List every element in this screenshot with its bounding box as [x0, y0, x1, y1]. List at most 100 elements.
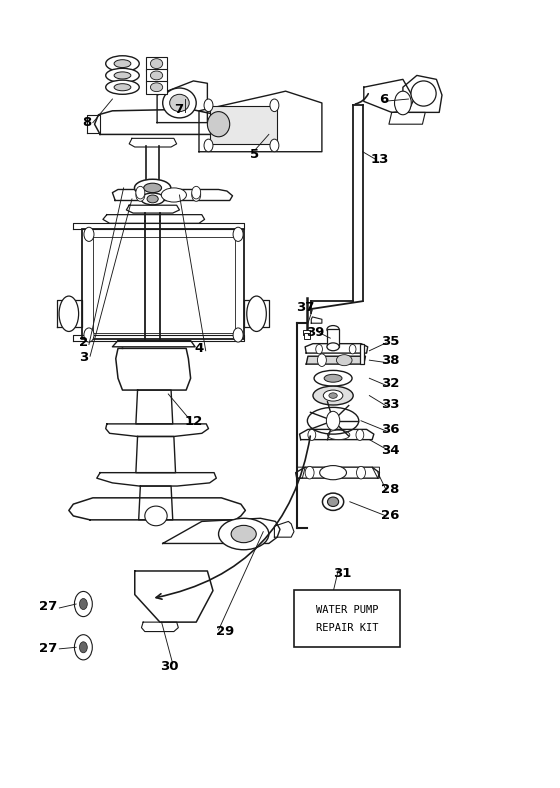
Ellipse shape [114, 60, 131, 68]
Circle shape [349, 344, 356, 354]
Polygon shape [403, 76, 442, 113]
Polygon shape [135, 571, 213, 622]
Polygon shape [129, 139, 176, 147]
Ellipse shape [151, 71, 163, 80]
Polygon shape [274, 522, 294, 537]
Ellipse shape [106, 80, 139, 95]
Ellipse shape [151, 58, 163, 69]
Ellipse shape [231, 526, 256, 543]
Text: 7: 7 [174, 102, 183, 116]
Ellipse shape [141, 193, 165, 205]
Ellipse shape [161, 188, 186, 202]
Circle shape [233, 328, 243, 342]
Text: 34: 34 [381, 444, 400, 457]
Ellipse shape [163, 88, 196, 118]
Circle shape [204, 139, 213, 152]
Bar [82, 229, 244, 339]
Ellipse shape [218, 519, 269, 550]
Polygon shape [87, 115, 100, 133]
Polygon shape [311, 317, 322, 323]
Ellipse shape [134, 179, 171, 196]
Polygon shape [300, 429, 374, 440]
Circle shape [326, 411, 340, 430]
Circle shape [357, 466, 366, 479]
Polygon shape [95, 110, 221, 135]
Ellipse shape [327, 325, 339, 333]
Polygon shape [113, 340, 195, 347]
Circle shape [84, 328, 94, 342]
Text: 32: 32 [381, 377, 400, 390]
Text: 28: 28 [381, 484, 400, 496]
Text: 33: 33 [381, 398, 400, 411]
Polygon shape [199, 91, 322, 152]
Ellipse shape [411, 81, 436, 106]
Polygon shape [297, 467, 305, 478]
Circle shape [84, 227, 94, 241]
Ellipse shape [106, 69, 139, 83]
Ellipse shape [328, 430, 350, 440]
Ellipse shape [314, 370, 352, 386]
Text: 29: 29 [216, 625, 235, 638]
Polygon shape [73, 335, 244, 341]
Polygon shape [142, 622, 178, 631]
Polygon shape [136, 437, 175, 473]
Text: 3: 3 [79, 351, 88, 363]
Ellipse shape [323, 493, 344, 511]
Text: 30: 30 [160, 660, 179, 673]
Polygon shape [139, 486, 172, 520]
Bar [294, 590, 400, 646]
Ellipse shape [313, 386, 353, 405]
Circle shape [318, 354, 326, 366]
Text: 37: 37 [296, 301, 314, 314]
Text: 12: 12 [184, 415, 203, 428]
Ellipse shape [327, 343, 339, 351]
Polygon shape [296, 467, 380, 478]
Text: 13: 13 [370, 153, 389, 166]
Text: 4: 4 [194, 342, 204, 355]
Circle shape [308, 429, 316, 440]
Circle shape [192, 188, 200, 201]
Circle shape [394, 91, 411, 115]
Ellipse shape [323, 390, 343, 401]
Ellipse shape [147, 195, 158, 203]
Polygon shape [113, 189, 232, 200]
Polygon shape [163, 519, 280, 544]
Polygon shape [389, 113, 425, 125]
Ellipse shape [207, 112, 230, 137]
Ellipse shape [328, 497, 339, 507]
Polygon shape [116, 348, 190, 390]
Ellipse shape [151, 83, 163, 91]
Text: 39: 39 [306, 326, 324, 339]
Bar [210, 106, 277, 144]
Ellipse shape [170, 95, 189, 112]
Text: 6: 6 [379, 92, 388, 106]
Text: 2: 2 [79, 336, 88, 349]
Bar [146, 69, 167, 82]
Text: 27: 27 [39, 600, 57, 613]
Bar [327, 329, 339, 347]
Polygon shape [106, 424, 208, 437]
Polygon shape [136, 390, 172, 424]
Circle shape [270, 99, 279, 112]
Text: 35: 35 [381, 335, 400, 348]
Circle shape [80, 599, 87, 610]
Circle shape [74, 592, 92, 617]
Ellipse shape [337, 355, 352, 366]
Ellipse shape [329, 393, 337, 398]
Circle shape [316, 344, 323, 354]
Ellipse shape [145, 506, 167, 526]
Text: 36: 36 [381, 423, 400, 436]
Ellipse shape [320, 466, 347, 480]
Bar [360, 344, 364, 364]
Text: 38: 38 [381, 355, 400, 367]
Circle shape [136, 188, 145, 201]
Text: WATER PUMP: WATER PUMP [316, 605, 379, 615]
Circle shape [192, 186, 200, 199]
Text: REPAIR KIT: REPAIR KIT [316, 623, 379, 633]
Polygon shape [103, 214, 204, 223]
Ellipse shape [144, 183, 162, 192]
Ellipse shape [324, 374, 342, 382]
Polygon shape [244, 299, 269, 327]
Polygon shape [69, 498, 245, 520]
Polygon shape [97, 473, 216, 486]
